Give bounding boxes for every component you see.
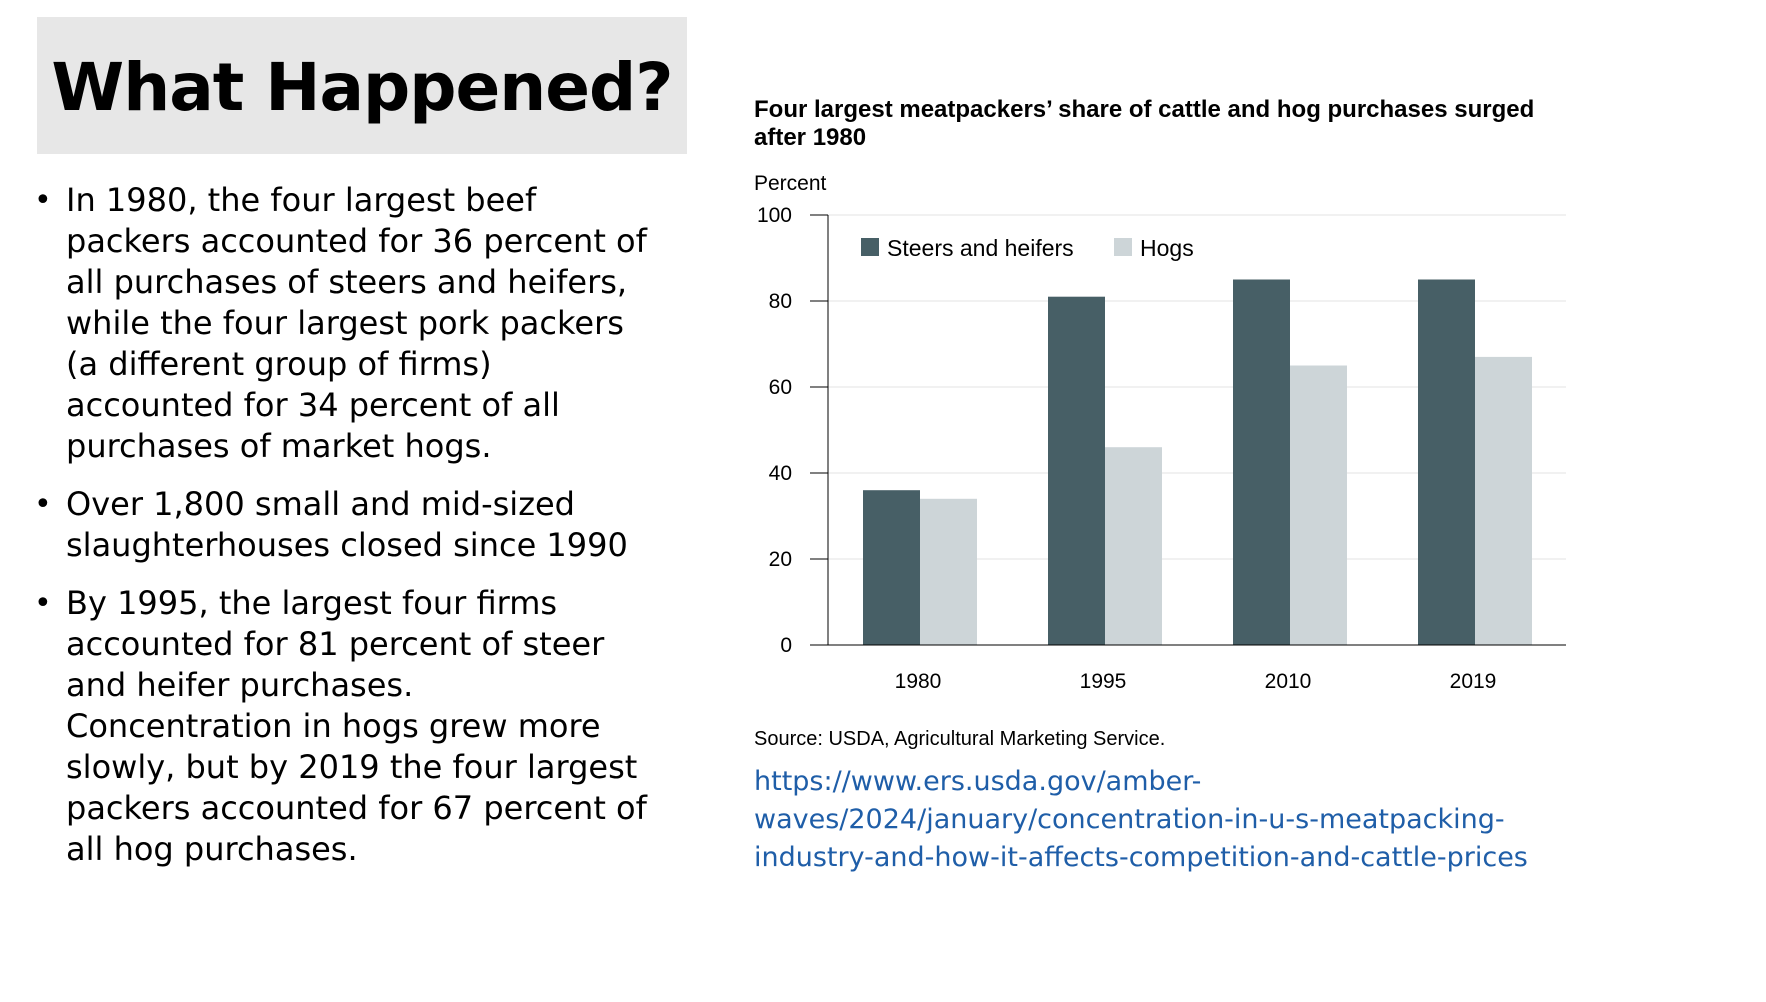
bullet-list: • In 1980, the four largest beef packers… [30, 180, 680, 887]
chart-title-line: after 1980 [754, 124, 867, 151]
bullet-dot-icon: • [34, 183, 52, 218]
bullet-line: slaughterhouses closed since 1990 [66, 526, 628, 564]
bar-chart: Percent 0 20 40 60 80 100 1980 1995 2010 2019 Ste… [754, 172, 1566, 693]
bullet-text: By 1995, the largest four firms accounte… [66, 583, 680, 870]
source-link-line[interactable]: https://www.ers.usda.gov/amber- [754, 766, 1202, 797]
bullet-dot-icon: • [34, 487, 52, 522]
y-tick-label: 60 [769, 376, 792, 399]
bullet-line: packers accounted for 67 percent of [66, 789, 647, 827]
bullet-text: In 1980, the four largest beef packers a… [66, 180, 680, 467]
bullet-line: (a different group of firms) [66, 345, 492, 383]
y-tick-label: 80 [769, 290, 792, 313]
bullet-line: packers accounted for 36 percent of [66, 222, 647, 260]
bar-hogs [1475, 356, 1532, 645]
bullet-item: • By 1995, the largest four firms accoun… [30, 583, 680, 870]
legend-swatch [861, 238, 879, 256]
source-link-line[interactable]: waves/2024/january/concentration-in-u-s-… [754, 804, 1505, 835]
y-tick-label: 100 [757, 204, 792, 227]
y-tick-label: 40 [769, 462, 792, 485]
bullet-line: all hog purchases. [66, 830, 358, 868]
source-note: Source: USDA, Agricultural Marketing Ser… [754, 728, 1166, 750]
legend-label: Hogs [1140, 235, 1194, 261]
y-tick-label: 20 [769, 548, 792, 571]
bullet-item: • In 1980, the four largest beef packers… [30, 180, 680, 467]
bullet-line: accounted for 34 percent of all [66, 386, 560, 424]
bullet-line: By 1995, the largest four firms [66, 584, 558, 622]
x-tick-label: 1980 [895, 670, 942, 693]
bullet-text: Over 1,800 small and mid-sized slaughter… [66, 484, 680, 566]
bullet-line: Concentration in hogs grew more [66, 707, 601, 745]
bar-hogs [1290, 365, 1347, 645]
bullet-line: while the four largest pork packers [66, 304, 624, 342]
title-box: What Happened? [37, 17, 687, 154]
bullet-line: and heifer purchases. [66, 666, 414, 704]
source-link-line[interactable]: industry-and-how-it-affects-competition-… [754, 842, 1528, 873]
bullet-line: Over 1,800 small and mid-sized [66, 485, 575, 523]
bar-hogs [920, 498, 977, 645]
bullet-item: • Over 1,800 small and mid-sized slaught… [30, 484, 680, 566]
y-tick-label: 0 [780, 634, 792, 657]
bullet-line: slowly, but by 2019 the four largest [66, 748, 638, 786]
bar-steers-heifers [863, 490, 920, 645]
bar-steers-heifers [1233, 279, 1290, 645]
bullet-dot-icon: • [34, 586, 52, 621]
x-tick-label: 2010 [1265, 670, 1312, 693]
bullet-line: accounted for 81 percent of steer [66, 625, 605, 663]
chart-title-line: Four largest meatpackers’ share of cattl… [754, 96, 1535, 123]
chart-title: Four largest meatpackers’ share of cattl… [754, 96, 1554, 152]
x-tick-label: 1995 [1080, 670, 1127, 693]
bar-hogs [1105, 447, 1162, 645]
y-axis-label: Percent [754, 172, 827, 195]
bullet-line: In 1980, the four largest beef [66, 181, 537, 219]
legend-swatch [1114, 238, 1132, 256]
legend-label: Steers and heifers [887, 235, 1074, 261]
bullet-line: all purchases of steers and heifers, [66, 263, 628, 301]
slide-title: What Happened? [51, 49, 673, 126]
bullet-line: purchases of market hogs. [66, 427, 492, 465]
x-tick-label: 2019 [1450, 670, 1497, 693]
bar-steers-heifers [1048, 296, 1105, 645]
bar-steers-heifers [1418, 279, 1475, 645]
source-link[interactable]: https://www.ers.usda.gov/amber- waves/20… [754, 763, 1554, 877]
